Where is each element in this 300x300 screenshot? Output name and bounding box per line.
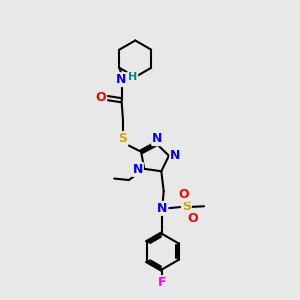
Text: S: S xyxy=(182,200,191,213)
Text: N: N xyxy=(170,149,181,162)
Text: F: F xyxy=(158,276,166,289)
Text: O: O xyxy=(188,212,198,225)
Text: N: N xyxy=(152,132,163,145)
Text: O: O xyxy=(96,92,106,104)
Text: N: N xyxy=(157,202,167,215)
Text: N: N xyxy=(116,73,127,86)
Text: S: S xyxy=(118,132,127,145)
Text: O: O xyxy=(178,188,189,201)
Text: N: N xyxy=(133,163,143,176)
Text: H: H xyxy=(128,72,137,82)
